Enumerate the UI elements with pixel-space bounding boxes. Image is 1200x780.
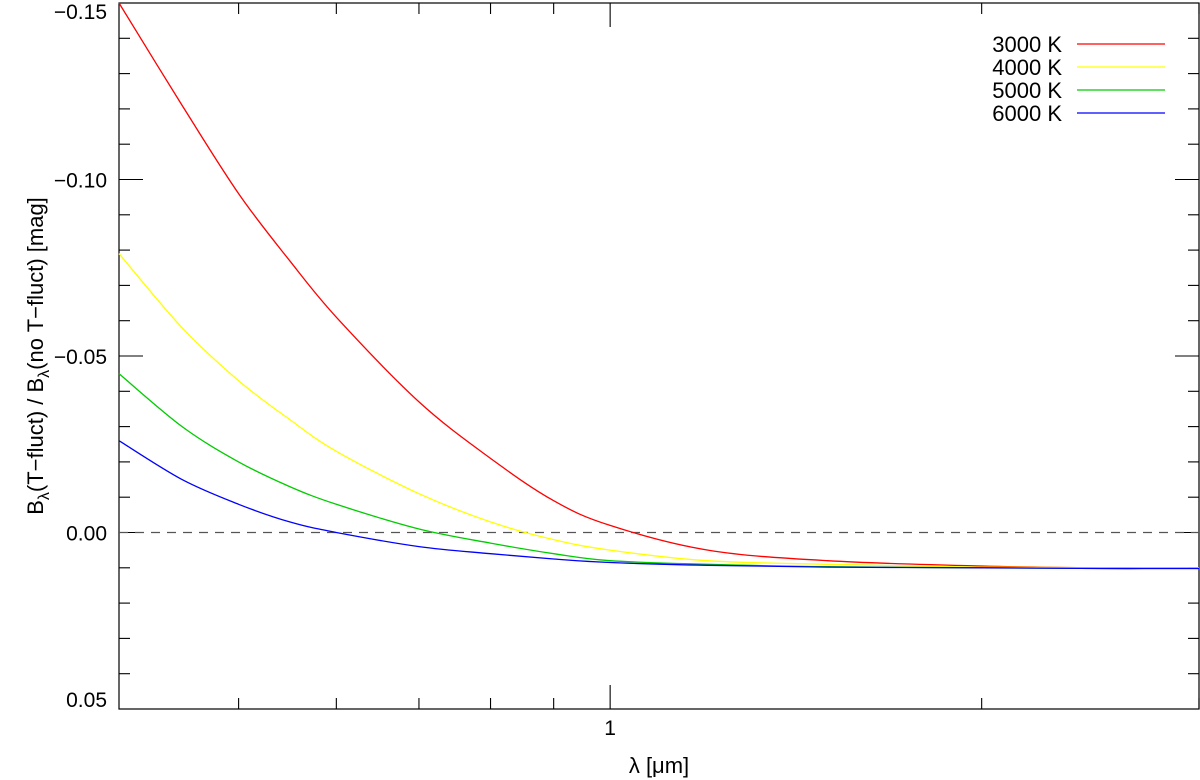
x-tick-label: 1 — [604, 717, 616, 740]
y-tick-label: 0.05 — [66, 689, 107, 712]
y-tick-label: −0.05 — [54, 346, 107, 369]
series-line-3 — [118, 440, 1200, 570]
y-axis-title-sub1: λ — [36, 492, 53, 500]
series-line-0 — [118, 2, 1200, 569]
x-axis-title: λ [μm] — [629, 753, 689, 778]
y-axis-title-sub2: λ — [36, 370, 53, 378]
y-tick-label: −0.10 — [54, 170, 107, 193]
y-axis-title: Bλ(T−fluct) / Bλ(no T−fluct) [mag] — [23, 197, 53, 515]
legend-label-1: 4000 K — [992, 55, 1062, 80]
data-series — [118, 2, 1200, 570]
legend-label-0: 3000 K — [992, 32, 1062, 57]
y-tick-label: −0.15 — [54, 1, 107, 24]
axis-tick-labels: −0.15 −0.10 −0.05 0.00 0.05 1 — [54, 1, 616, 740]
y-axis-title-b1: B — [23, 500, 48, 515]
y-axis-title-mid: (T−fluct) / B — [23, 378, 48, 492]
legend-label-2: 5000 K — [992, 78, 1062, 103]
legend-label-3: 6000 K — [992, 101, 1062, 126]
y-axis-title-tail: (no T−fluct) [mag] — [23, 197, 48, 370]
series-line-1 — [118, 253, 1200, 569]
y-tick-label: 0.00 — [66, 523, 107, 546]
axis-ticks — [119, 2, 1200, 710]
